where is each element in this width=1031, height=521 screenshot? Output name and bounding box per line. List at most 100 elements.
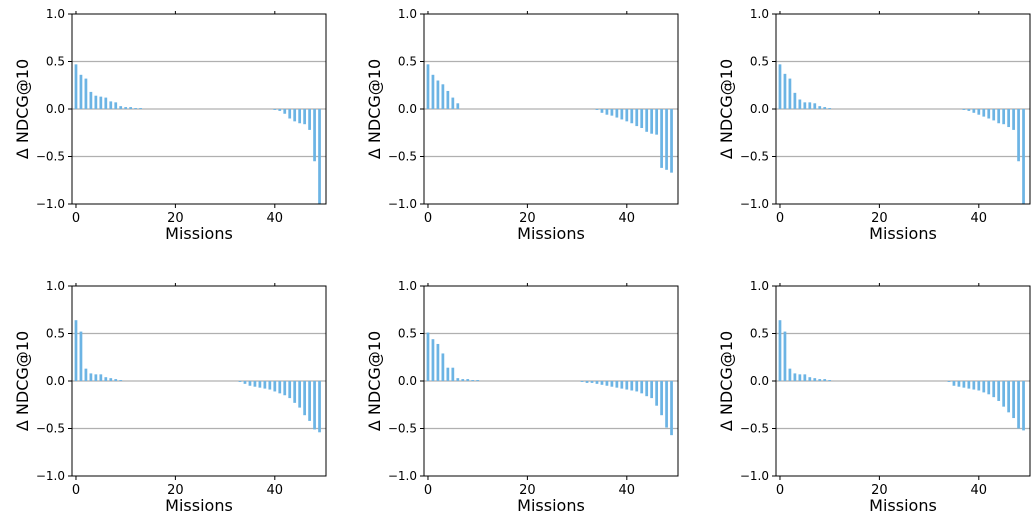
- chart-4-bar-46: [303, 381, 306, 416]
- chart-5-bar-39: [620, 381, 624, 389]
- chart-2-bar-41: [630, 109, 634, 124]
- chart-1-xtick-label-1: 20: [167, 211, 184, 226]
- chart-1-bar-10: [124, 107, 128, 109]
- chart-1-bar-49: [318, 109, 321, 204]
- chart-2: −1.0 −0.5 0.0 0.5 1.0 0 20 40 Missions Δ NDCG@10: [365, 7, 679, 243]
- chart-3-bar-3: [793, 92, 797, 109]
- chart-5-xtick-label-1: 20: [519, 483, 536, 498]
- chart-3-bar-8: [818, 106, 822, 109]
- chart-2-bar-48: [665, 109, 668, 170]
- chart-3-ytick-label-3: 0.5: [750, 55, 769, 69]
- chart-4-ylabel: Δ NDCG@10: [13, 331, 32, 431]
- chart-5-bar-34: [595, 381, 599, 384]
- chart-2-bar-2: [436, 80, 440, 109]
- chart-6-ytick-label-1: −0.5: [740, 422, 769, 436]
- chart-2-bar-39: [620, 109, 624, 120]
- chart-1-bar-4: [94, 95, 98, 109]
- chart-6-ytick-label-4: 1.0: [750, 279, 769, 293]
- chart-1-ytick-label-4: 1.0: [46, 7, 65, 21]
- chart-4-bar-44: [293, 381, 297, 403]
- chart-6-bar-8: [818, 379, 822, 381]
- chart-4-ytick-label-3: 0.5: [46, 327, 65, 341]
- chart-2-ytick-label-3: 0.5: [398, 55, 417, 69]
- chart-6-bar-6: [808, 377, 812, 381]
- chart-1-xtick-label-0: 0: [72, 211, 80, 226]
- chart-6-bar-5: [803, 374, 807, 381]
- chart-6-bar-9: [823, 379, 827, 381]
- chart-1-bar-7: [109, 101, 113, 109]
- chart-4-bar-3: [89, 373, 93, 381]
- chart-1: −1.0 −0.5 0.0 0.5 1.0 0 20 40 Missions Δ NDCG@10: [13, 7, 327, 243]
- chart-4-bar-6: [104, 377, 108, 381]
- chart-3-bar-46: [1007, 109, 1010, 128]
- chart-4-ytick-label-4: 1.0: [46, 279, 65, 293]
- chart-5-bar-47: [660, 381, 663, 416]
- chart-3-bar-4: [798, 99, 802, 109]
- chart-6-bar-0: [778, 320, 782, 381]
- chart-1-bar-8: [114, 102, 118, 109]
- chart-2-ytick-label-2: 0.0: [398, 102, 417, 116]
- chart-2-bar-40: [625, 109, 629, 122]
- chart-2-ytick-label-0: −1.0: [388, 197, 417, 211]
- chart-2-bar-0: [426, 64, 430, 109]
- chart-2-bar-5: [451, 97, 455, 109]
- chart-4-bar-1: [79, 331, 83, 381]
- chart-3-bar-49: [1022, 109, 1025, 204]
- chart-2-bar-42: [635, 109, 639, 127]
- chart-6-bar-39: [972, 381, 976, 390]
- chart-2-bar-3: [441, 84, 445, 109]
- chart-5-bar-38: [615, 381, 619, 388]
- chart-4-ytick-label-2: 0.0: [46, 374, 65, 388]
- chart-5-bar-9: [471, 380, 475, 381]
- chart-5-bar-10: [476, 380, 480, 381]
- chart-4-bar-40: [273, 381, 277, 392]
- chart-5-ytick-label-2: 0.0: [398, 374, 417, 388]
- chart-1-xtick-label-2: 40: [267, 211, 284, 226]
- chart-5-bar-36: [605, 381, 609, 386]
- chart-2-bar-38: [615, 109, 619, 118]
- chart-3-ytick-label-0: −1.0: [740, 197, 769, 211]
- chart-4-bar-39: [268, 381, 272, 390]
- chart-3-bar-1: [783, 73, 787, 109]
- chart-6-bar-1: [783, 331, 787, 381]
- chart-6-bar-45: [1002, 381, 1006, 407]
- chart-2-xtick-label-2: 40: [619, 211, 636, 226]
- chart-2-xlabel: Missions: [517, 224, 585, 243]
- chart-3-bar-6: [808, 102, 812, 109]
- chart-3-ytick-label-4: 1.0: [750, 7, 769, 21]
- chart-1-bar-5: [99, 96, 103, 109]
- chart-4-bar-48: [313, 381, 316, 430]
- chart-3-bar-44: [997, 109, 1001, 124]
- chart-4-bar-36: [253, 381, 257, 387]
- chart-5-ytick-label-3: 0.5: [398, 327, 417, 341]
- chart-4-bar-42: [283, 381, 287, 396]
- chart-4-bar-0: [74, 320, 78, 381]
- chart-5-bar-6: [456, 378, 460, 381]
- chart-4-bar-37: [258, 381, 262, 388]
- chart-4-bar-35: [248, 381, 252, 386]
- chart-4-bar-34: [243, 381, 247, 384]
- chart-5-bar-3: [441, 353, 445, 381]
- chart-1-ytick-label-3: 0.5: [46, 55, 65, 69]
- chart-4-bar-4: [94, 374, 98, 381]
- chart-1-bar-9: [119, 106, 123, 109]
- chart-2-bar-45: [650, 109, 654, 134]
- chart-6-bar-2: [788, 368, 792, 381]
- chart-3-bar-40: [977, 109, 981, 115]
- chart-5-xtick-label-2: 40: [619, 483, 636, 498]
- chart-4-bar-7: [109, 378, 113, 381]
- chart-5-ylabel: Δ NDCG@10: [365, 331, 384, 431]
- chart-4-ytick-label-0: −1.0: [36, 469, 65, 483]
- chart-5-bar-41: [630, 381, 634, 391]
- chart-5-ytick-label-1: −0.5: [388, 422, 417, 436]
- chart-5-bar-4: [446, 367, 450, 381]
- chart-2-bar-4: [446, 90, 450, 109]
- chart-5-bar-32: [585, 381, 589, 383]
- chart-6-ytick-label-3: 0.5: [750, 327, 769, 341]
- chart-3-bar-42: [987, 109, 991, 119]
- chart-1-bar-2: [84, 78, 88, 109]
- chart-6-ylabel: Δ NDCG@10: [717, 331, 736, 431]
- chart-4-bar-45: [298, 381, 302, 408]
- chart-4-bar-5: [99, 374, 103, 381]
- chart-5-bar-45: [650, 381, 654, 399]
